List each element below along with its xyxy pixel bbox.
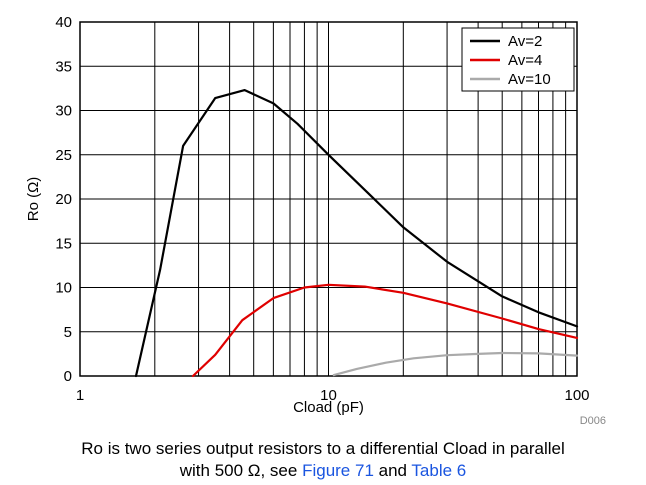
caption-and-text: and	[373, 461, 412, 480]
legend-label: Av=4	[508, 52, 542, 69]
x-tick-label: 1	[76, 387, 84, 404]
series-line	[332, 351, 579, 377]
y-axis-label: Ro (Ω)	[25, 177, 42, 222]
series-line	[134, 88, 579, 378]
legend-label: Av=10	[508, 71, 551, 88]
caption: Ro is two series output resistors to a d…	[0, 438, 646, 482]
y-tick-label: 5	[64, 324, 72, 341]
y-tick-label: 35	[55, 58, 72, 75]
caption-line-1: Ro is two series output resistors to a d…	[81, 439, 565, 458]
series-lines	[134, 88, 579, 378]
y-tick-label: 40	[55, 14, 72, 31]
y-tick-label: 25	[55, 147, 72, 164]
figure-71-link[interactable]: Figure 71	[302, 461, 374, 480]
tick-labels: 0 5 10 15 20 25 30 35 40 1 10 100	[55, 14, 589, 404]
y-tick-label: 30	[55, 103, 72, 120]
x-tick-label: 100	[564, 387, 589, 404]
y-tick-label: 15	[55, 235, 72, 252]
x-tick-label: 10	[320, 387, 337, 404]
caption-text: with 500 Ω, see	[179, 461, 303, 480]
x-axis-label: Cload (pF)	[293, 399, 364, 416]
y-tick-label: 10	[55, 280, 72, 297]
figure-id-label: D006	[580, 415, 606, 427]
y-tick-label: 20	[55, 191, 72, 208]
ro-vs-cload-chart: 0 5 10 15 20 25 30 35 40 1 10 100 Cload (pF) Ro (Ω)…	[25, 14, 606, 427]
legend: Av=2 Av=4 Av=10	[461, 27, 575, 92]
table-6-link[interactable]: Table 6	[411, 461, 467, 480]
y-tick-label: 0	[64, 368, 72, 385]
series-line	[191, 283, 579, 378]
legend-label: Av=2	[508, 33, 542, 50]
caption-line-2: with 500 Ω, see Figure 71 and Table 6	[0, 460, 646, 482]
